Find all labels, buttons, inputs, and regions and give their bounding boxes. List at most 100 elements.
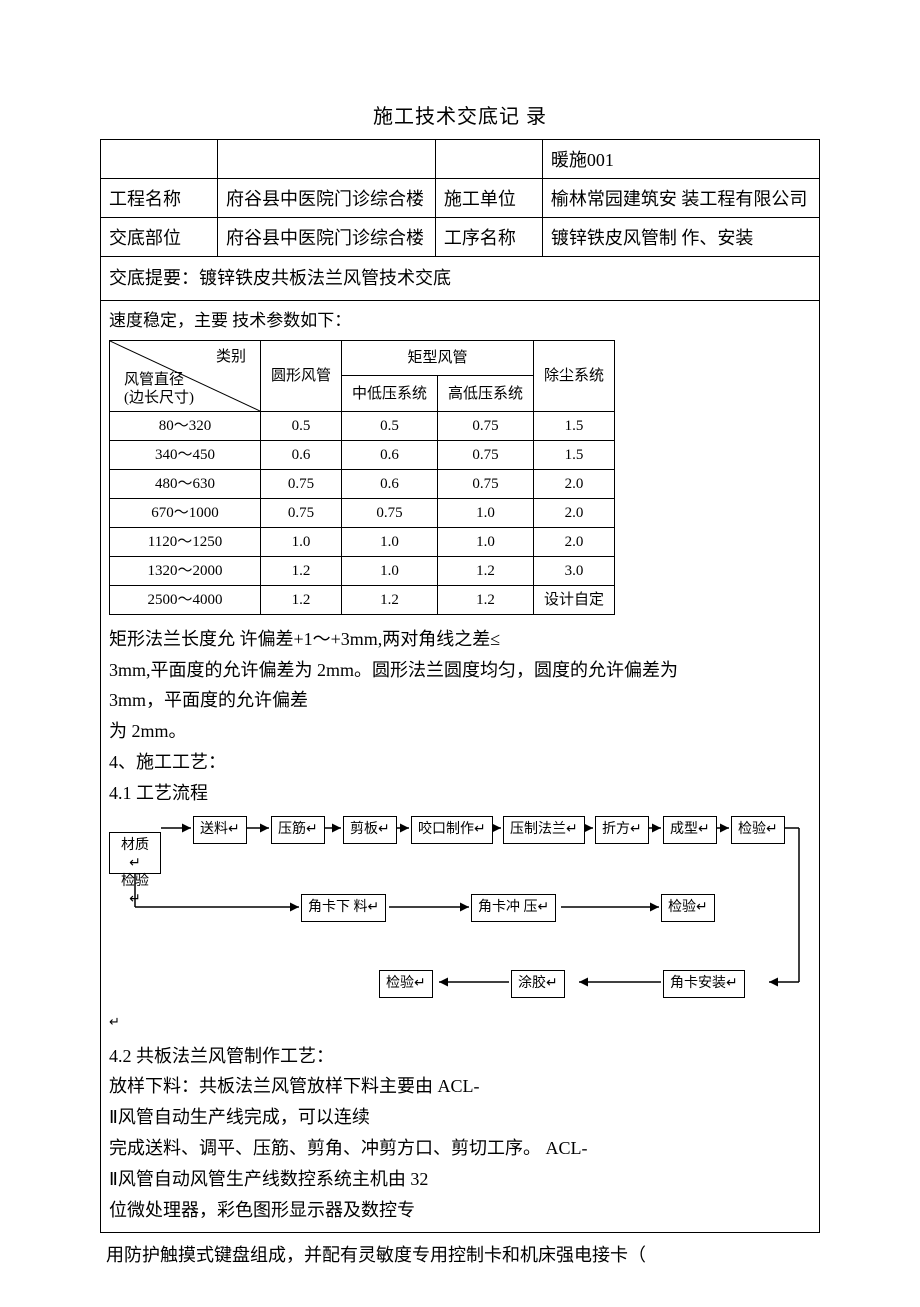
content-cell: 速度稳定，主要 技术参数如下： 类别 风管直径 (边长 — [101, 300, 820, 1233]
spec-cell: 1.2 — [261, 585, 342, 614]
spec-cell: 1320～2000 — [110, 556, 261, 585]
col-dust: 除尘系统 — [534, 340, 615, 411]
summary-cell: 交底提要：镀锌铁皮共板法兰风管技术交底 — [101, 257, 820, 301]
section-41: 4.1 工艺流程 — [109, 783, 208, 803]
spec-cell: 1.5 — [534, 440, 615, 469]
spec-cell: 0.6 — [261, 440, 342, 469]
fc-corner-cut: 角卡下 料↵ — [301, 894, 386, 922]
inner-content: 速度稳定，主要 技术参数如下： 类别 风管直径 (边长 — [109, 307, 811, 1225]
spec-cell: 1.2 — [342, 585, 438, 614]
spec-row: 670～10000.750.751.02.0 — [110, 498, 615, 527]
spec-cell: 0.6 — [342, 440, 438, 469]
fc-rib: 压筋↵ — [271, 816, 325, 844]
page: 施工技术交底记 录 暖施001 工程名称 府谷县中医院门诊综合楼 施工单位 榆林… — [0, 0, 920, 1307]
spec-cell: 2500～4000 — [110, 585, 261, 614]
header-row-project: 工程名称 府谷县中医院门诊综合楼 施工单位 榆林常园建筑安 装工程有限公司 — [101, 179, 820, 218]
spec-cell: 1.2 — [438, 585, 534, 614]
tolerance-text: 矩形法兰长度允 许偏差+1～+3mm,两对角线之差≤ 3mm,平面度的允许偏差为… — [109, 625, 811, 808]
proc-name: 镀锌铁皮风管制 作、安装 — [542, 218, 819, 257]
spec-row: 1120～12501.01.01.02.0 — [110, 527, 615, 556]
fc-fold: 折方↵ — [595, 816, 649, 844]
spec-cell: 1.0 — [342, 527, 438, 556]
fc-corner-press: 角卡冲 压↵ — [471, 894, 556, 922]
body-text: 4.2 共板法兰风管制作工艺： 放样下料：共板法兰风管放样下料主要由 ACL- … — [109, 1042, 811, 1225]
unit-name: 榆林常园建筑安 装工程有限公司 — [542, 179, 819, 218]
spec-cell: 0.75 — [438, 469, 534, 498]
fc-cut: 剪板↵ — [343, 816, 397, 844]
spec-cell: 2.0 — [534, 498, 615, 527]
spec-diag-cell: 类别 风管直径 (边长尺寸) — [110, 340, 261, 411]
spec-row: 340～4500.60.60.751.5 — [110, 440, 615, 469]
info-table: 暖施001 工程名称 府谷县中医院门诊综合楼 施工单位 榆林常园建筑安 装工程有… — [100, 139, 820, 1233]
col-rect-low: 中低压系统 — [342, 376, 438, 412]
spec-row: 80～3200.50.50.751.5 — [110, 411, 615, 440]
fc-form: 成型↵ — [663, 816, 717, 844]
spec-cell: 670～1000 — [110, 498, 261, 527]
diag-bottom-2: (边长尺寸) — [124, 390, 194, 406]
fc-check2: 检验↵ — [661, 894, 715, 922]
part-name: 府谷县中医院门诊综合楼 — [218, 218, 436, 257]
doc-title: 施工技术交底记 录 — [100, 100, 820, 129]
body-l1: 放样下料：共板法兰风管放样下料主要由 ACL- — [109, 1072, 811, 1101]
tol-l3: 3mm，平面度的允许偏差 — [109, 686, 811, 715]
spec-cell: 2.0 — [534, 469, 615, 498]
spec-cell: 0.5 — [342, 411, 438, 440]
body-l3: 完成送料、调平、压筋、剪角、冲剪方口、剪切工序。 ACL- — [109, 1134, 811, 1163]
fc-corner-install: 角卡安装↵ — [663, 970, 745, 998]
tol-l4: 为 2mm。 — [109, 717, 811, 746]
spec-cell: 0.75 — [261, 498, 342, 527]
spec-row: 2500～40001.21.21.2设计自定 — [110, 585, 615, 614]
summary-text: 交底提要：镀锌铁皮共板法兰风管技术交底 — [109, 268, 451, 288]
flowchart: 材质↵检验↵ 送料↵ 压筋↵ 剪板↵ 咬口制作↵ 压制法兰↵ 折方↵ 成型↵ 检… — [109, 812, 809, 1032]
spec-cell: 1.0 — [342, 556, 438, 585]
footer-line: 用防护触摸式键盘组成，并配有灵敏度专用控制卡和机床强电接卡（ — [100, 1233, 820, 1267]
spec-cell: 0.6 — [342, 469, 438, 498]
fc-tail-mark: ↵ — [109, 1012, 120, 1033]
fc-flange: 压制法兰↵ — [503, 816, 585, 844]
fc-material: 材质↵检验↵ — [109, 832, 161, 874]
fc-check1: 检验↵ — [731, 816, 785, 844]
label-unit: 施工单位 — [435, 179, 542, 218]
spec-cell: 340～450 — [110, 440, 261, 469]
spec-cell: 设计自定 — [534, 585, 615, 614]
spec-cell: 480～630 — [110, 469, 261, 498]
fc-feed: 送料↵ — [193, 816, 247, 844]
spec-cell: 0.75 — [438, 440, 534, 469]
spec-row: 1320～20001.21.01.23.0 — [110, 556, 615, 585]
header-row-code: 暖施001 — [101, 140, 820, 179]
spec-cell: 80～320 — [110, 411, 261, 440]
tol-l2: 3mm,平面度的允许偏差为 2mm。圆形法兰圆度均匀，圆度的允许偏差为 — [109, 656, 811, 685]
spec-cell: 0.75 — [342, 498, 438, 527]
project-name: 府谷县中医院门诊综合楼 — [218, 179, 436, 218]
diag-top-label: 类别 — [216, 345, 246, 369]
spec-cell: 1.0 — [438, 498, 534, 527]
body-l5: 位微处理器，彩色图形显示器及数控专 — [109, 1196, 811, 1225]
tol-l1: 矩形法兰长度允 许偏差+1～+3mm,两对角线之差≤ — [109, 625, 811, 654]
spec-cell: 1.2 — [438, 556, 534, 585]
spec-cell: 1.2 — [261, 556, 342, 585]
spec-cell: 1.5 — [534, 411, 615, 440]
spec-table: 类别 风管直径 (边长尺寸) 圆形风管 矩型风管 除尘系统 中低压 — [109, 340, 615, 615]
spec-cell: 1.0 — [261, 527, 342, 556]
diag-bottom-1: 风管直径 — [124, 372, 184, 388]
label-proc: 工序名称 — [435, 218, 542, 257]
body-l0: 4.2 共板法兰风管制作工艺： — [109, 1042, 811, 1071]
spec-cell: 1.0 — [438, 527, 534, 556]
section-4: 4、施工工艺： — [109, 748, 811, 777]
col-circle: 圆形风管 — [261, 340, 342, 411]
spec-cell: 0.75 — [261, 469, 342, 498]
body-l2: Ⅱ风管自动生产线完成，可以连续 — [109, 1103, 811, 1132]
fc-check3: 检验↵ — [379, 970, 433, 998]
spec-cell: 2.0 — [534, 527, 615, 556]
label-project: 工程名称 — [101, 179, 218, 218]
fc-bite: 咬口制作↵ — [411, 816, 493, 844]
spec-cell: 3.0 — [534, 556, 615, 585]
label-part: 交底部位 — [101, 218, 218, 257]
fc-glue: 涂胶↵ — [511, 970, 565, 998]
spec-cell: 0.75 — [438, 411, 534, 440]
col-rect: 矩型风管 — [342, 340, 534, 376]
col-rect-high: 高低压系统 — [438, 376, 534, 412]
header-row-part: 交底部位 府谷县中医院门诊综合楼 工序名称 镀锌铁皮风管制 作、安装 — [101, 218, 820, 257]
doc-code: 暖施001 — [542, 140, 819, 179]
body-l4: Ⅱ风管自动风管生产线数控系统主机由 32 — [109, 1165, 811, 1194]
